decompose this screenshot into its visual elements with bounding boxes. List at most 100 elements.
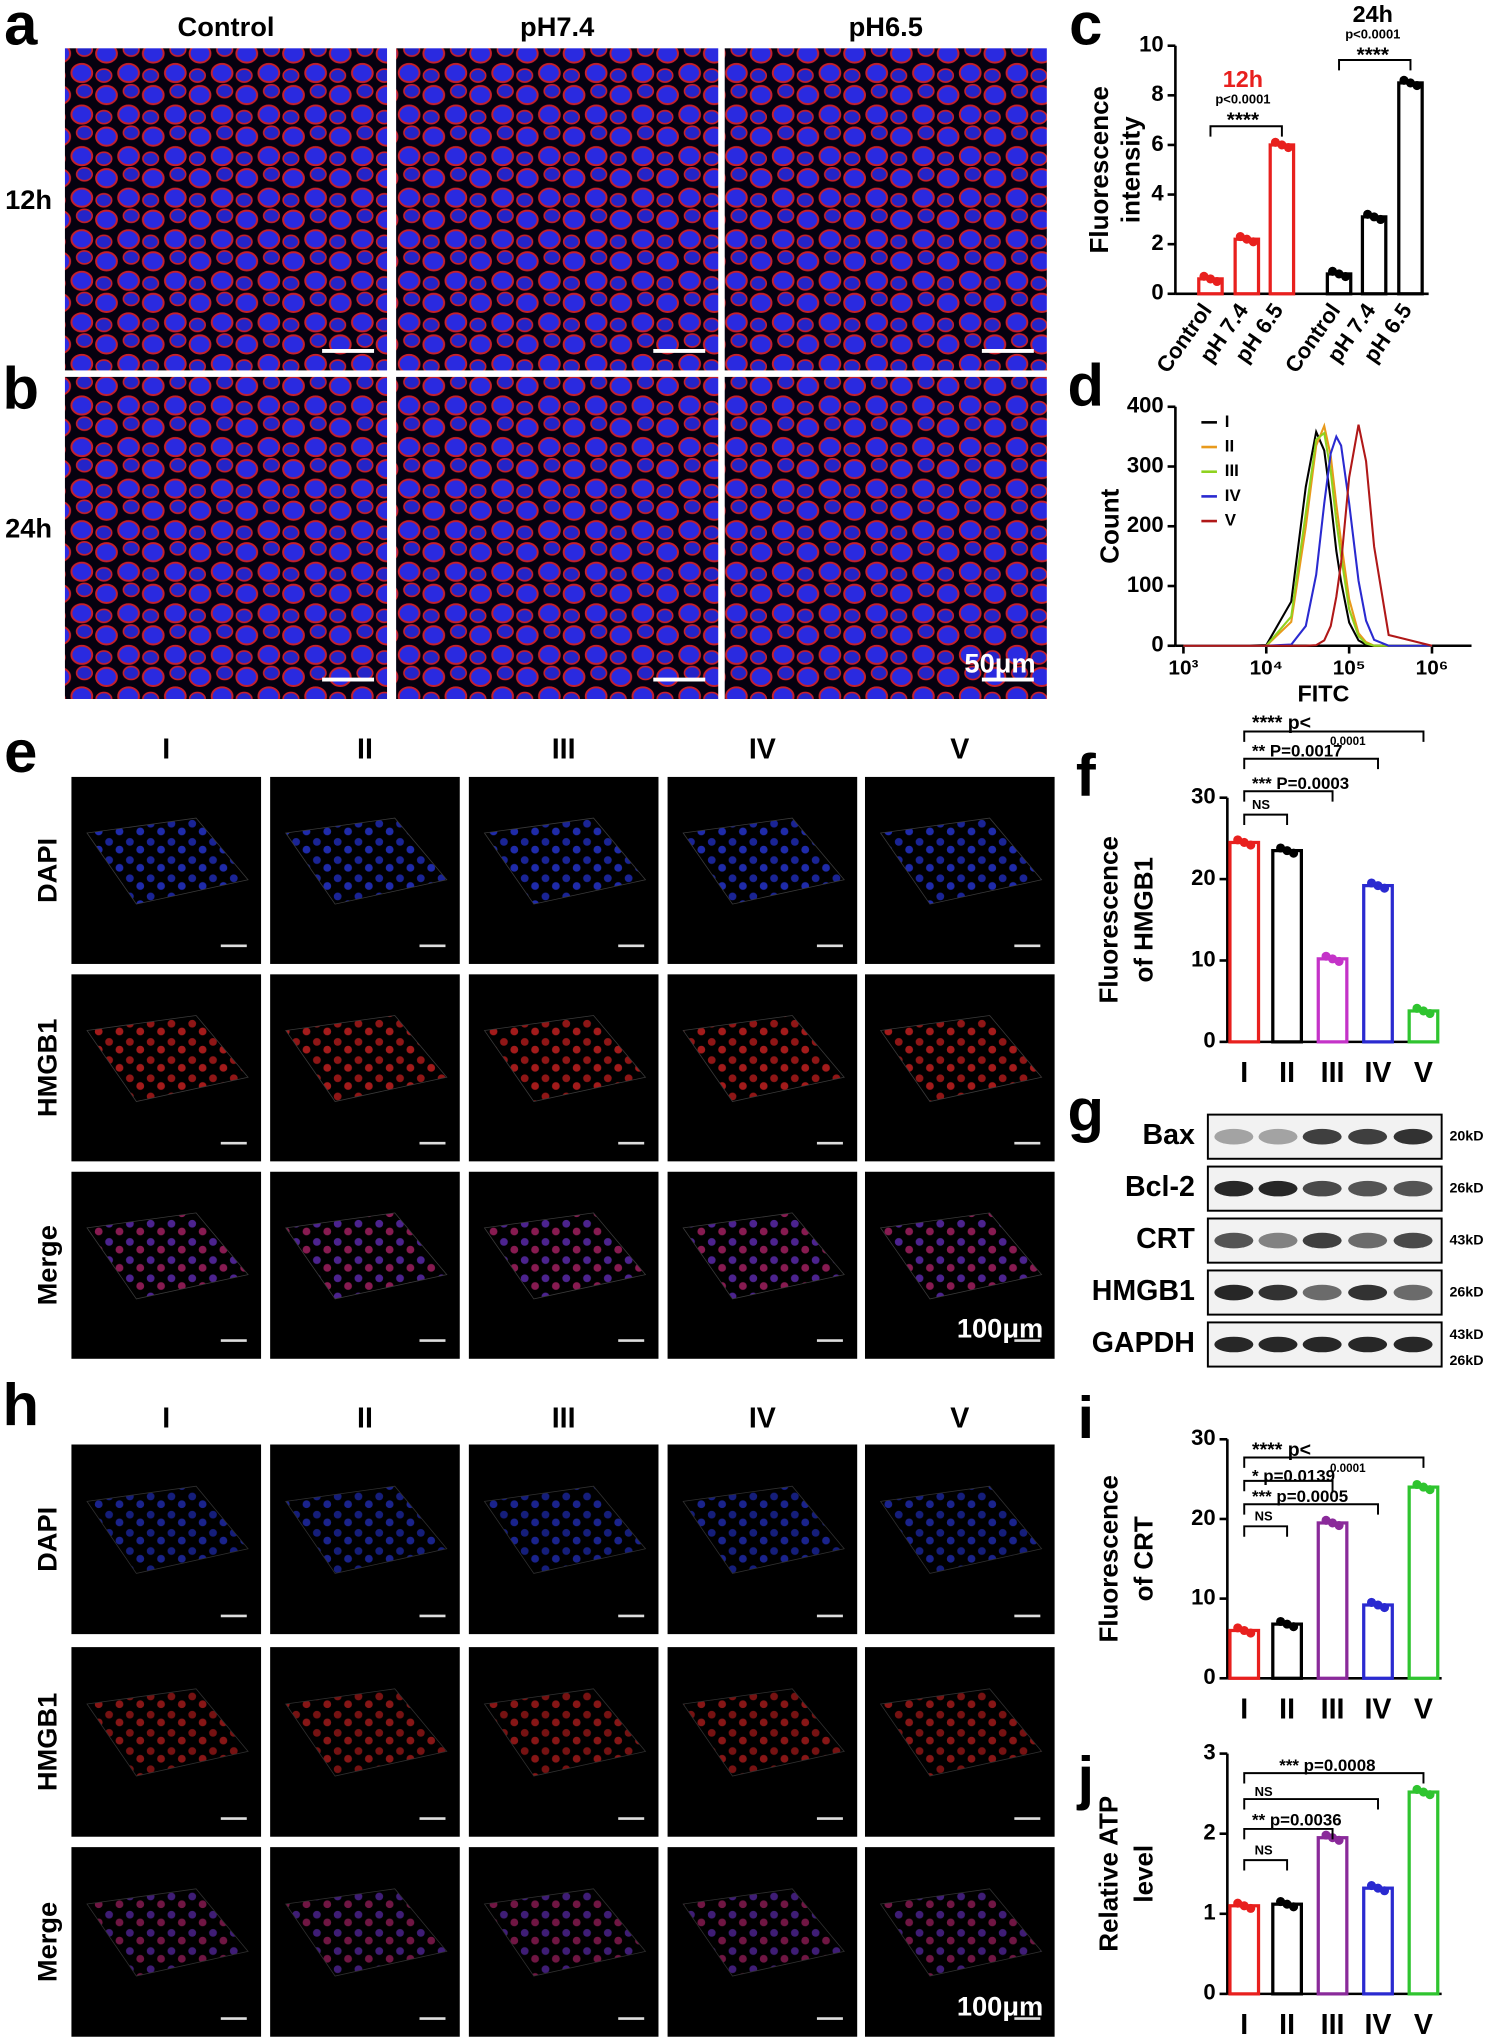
label: 43kD: [1449, 1327, 1483, 1343]
label: of CRT: [1128, 1516, 1158, 1601]
bracket: [1243, 1798, 1379, 1810]
band: [1393, 1284, 1433, 1301]
label: 20kD: [1449, 1128, 1483, 1144]
cell-layer: [879, 1485, 1043, 1574]
label: 10: [1191, 1584, 1216, 1609]
micrograph: [724, 376, 1047, 699]
label: 400: [1127, 393, 1164, 418]
label: h: [3, 1371, 40, 1438]
label: 10: [1191, 946, 1216, 971]
label: 10⁵: [1333, 657, 1366, 680]
label: 2: [1203, 1820, 1215, 1845]
label: I: [1225, 412, 1230, 431]
label: II: [357, 1402, 373, 1434]
label: 2: [1151, 230, 1163, 255]
cell-layer: [86, 817, 249, 905]
label: I: [162, 733, 170, 765]
label: 0: [1151, 632, 1163, 657]
label: 26kD: [1449, 1353, 1483, 1369]
histogram-line: [1183, 431, 1433, 647]
micrograph: [64, 376, 388, 699]
label: ****: [1357, 44, 1390, 67]
label: 300: [1127, 452, 1164, 477]
label: 100μm: [957, 1990, 1043, 2021]
band: [1302, 1128, 1342, 1145]
label: V: [950, 1402, 969, 1434]
label: **** p<: [1252, 1439, 1311, 1461]
label: GAPDH: [1092, 1327, 1195, 1359]
label: intensity: [1115, 116, 1145, 223]
bracket: [1243, 1827, 1334, 1840]
bar: [1316, 1521, 1349, 1680]
label: b: [3, 354, 40, 421]
point: [1283, 142, 1293, 153]
cell-layer: [879, 1888, 1043, 1977]
label: of HMGB1: [1128, 857, 1158, 983]
label: p<0.0001: [1345, 27, 1400, 42]
label: DAPI: [32, 1507, 63, 1572]
label: I: [1240, 1057, 1248, 1089]
band: [1393, 1232, 1433, 1249]
cell-layer: [483, 1212, 647, 1300]
band: [1214, 1284, 1254, 1301]
label: NS: [1255, 1842, 1273, 1857]
band: [1214, 1232, 1254, 1249]
label: IV: [749, 1402, 776, 1434]
point: [1379, 1603, 1390, 1613]
band: [1302, 1180, 1342, 1197]
band: [1348, 1180, 1388, 1197]
label: 100: [1127, 572, 1164, 597]
label: a: [4, 0, 38, 58]
label: * p=0.0139: [1252, 1466, 1335, 1485]
cell-layer: [86, 1888, 249, 1977]
micrograph: [396, 376, 719, 699]
cell-layer: [682, 1015, 845, 1102]
histogram-line: [1183, 434, 1433, 647]
label: 8: [1151, 81, 1163, 106]
label: *** p=0.0005: [1252, 1487, 1348, 1506]
label: 43kD: [1449, 1232, 1483, 1248]
label: 50μm: [964, 647, 1035, 678]
bar: [1362, 1886, 1394, 1996]
label: II: [1279, 1693, 1295, 1725]
band: [1393, 1128, 1433, 1145]
band: [1393, 1180, 1433, 1197]
label: IV: [749, 733, 776, 765]
label: III: [1225, 461, 1239, 480]
band: [1258, 1336, 1298, 1353]
band: [1348, 1284, 1388, 1301]
label: 4: [1151, 180, 1164, 205]
bar: [1360, 215, 1388, 296]
cell-layer: [285, 1688, 448, 1777]
bracket: [1338, 59, 1412, 71]
point: [1334, 1835, 1344, 1845]
bar: [1397, 81, 1424, 296]
label: 6: [1151, 131, 1163, 156]
band: [1302, 1232, 1342, 1249]
cell-layer: [682, 1212, 845, 1300]
band: [1258, 1180, 1298, 1197]
bar: [1407, 1790, 1440, 1996]
cell-layer: [483, 1688, 647, 1777]
bar: [1228, 1628, 1261, 1680]
label: 10⁶: [1416, 657, 1449, 680]
label: Bax: [1142, 1119, 1195, 1151]
label: DAPI: [32, 838, 63, 903]
cell-layer: [682, 1888, 845, 1977]
cell-layer: [285, 1888, 448, 1977]
cell-layer: [682, 817, 845, 905]
label: III: [552, 1402, 576, 1434]
label: 3: [1203, 1739, 1215, 1764]
label: 0.0001: [1330, 735, 1366, 748]
label: 20: [1191, 1505, 1216, 1530]
label: 0: [1151, 280, 1163, 305]
bar: [1316, 957, 1349, 1044]
label: II: [1279, 1057, 1295, 1089]
histogram-line: [1183, 424, 1433, 647]
label: Merge: [32, 1225, 63, 1305]
bracket: [1243, 813, 1289, 825]
point: [1412, 80, 1422, 91]
label: 24h: [5, 512, 52, 543]
point: [1289, 1902, 1299, 1912]
bar: [1271, 1622, 1304, 1680]
